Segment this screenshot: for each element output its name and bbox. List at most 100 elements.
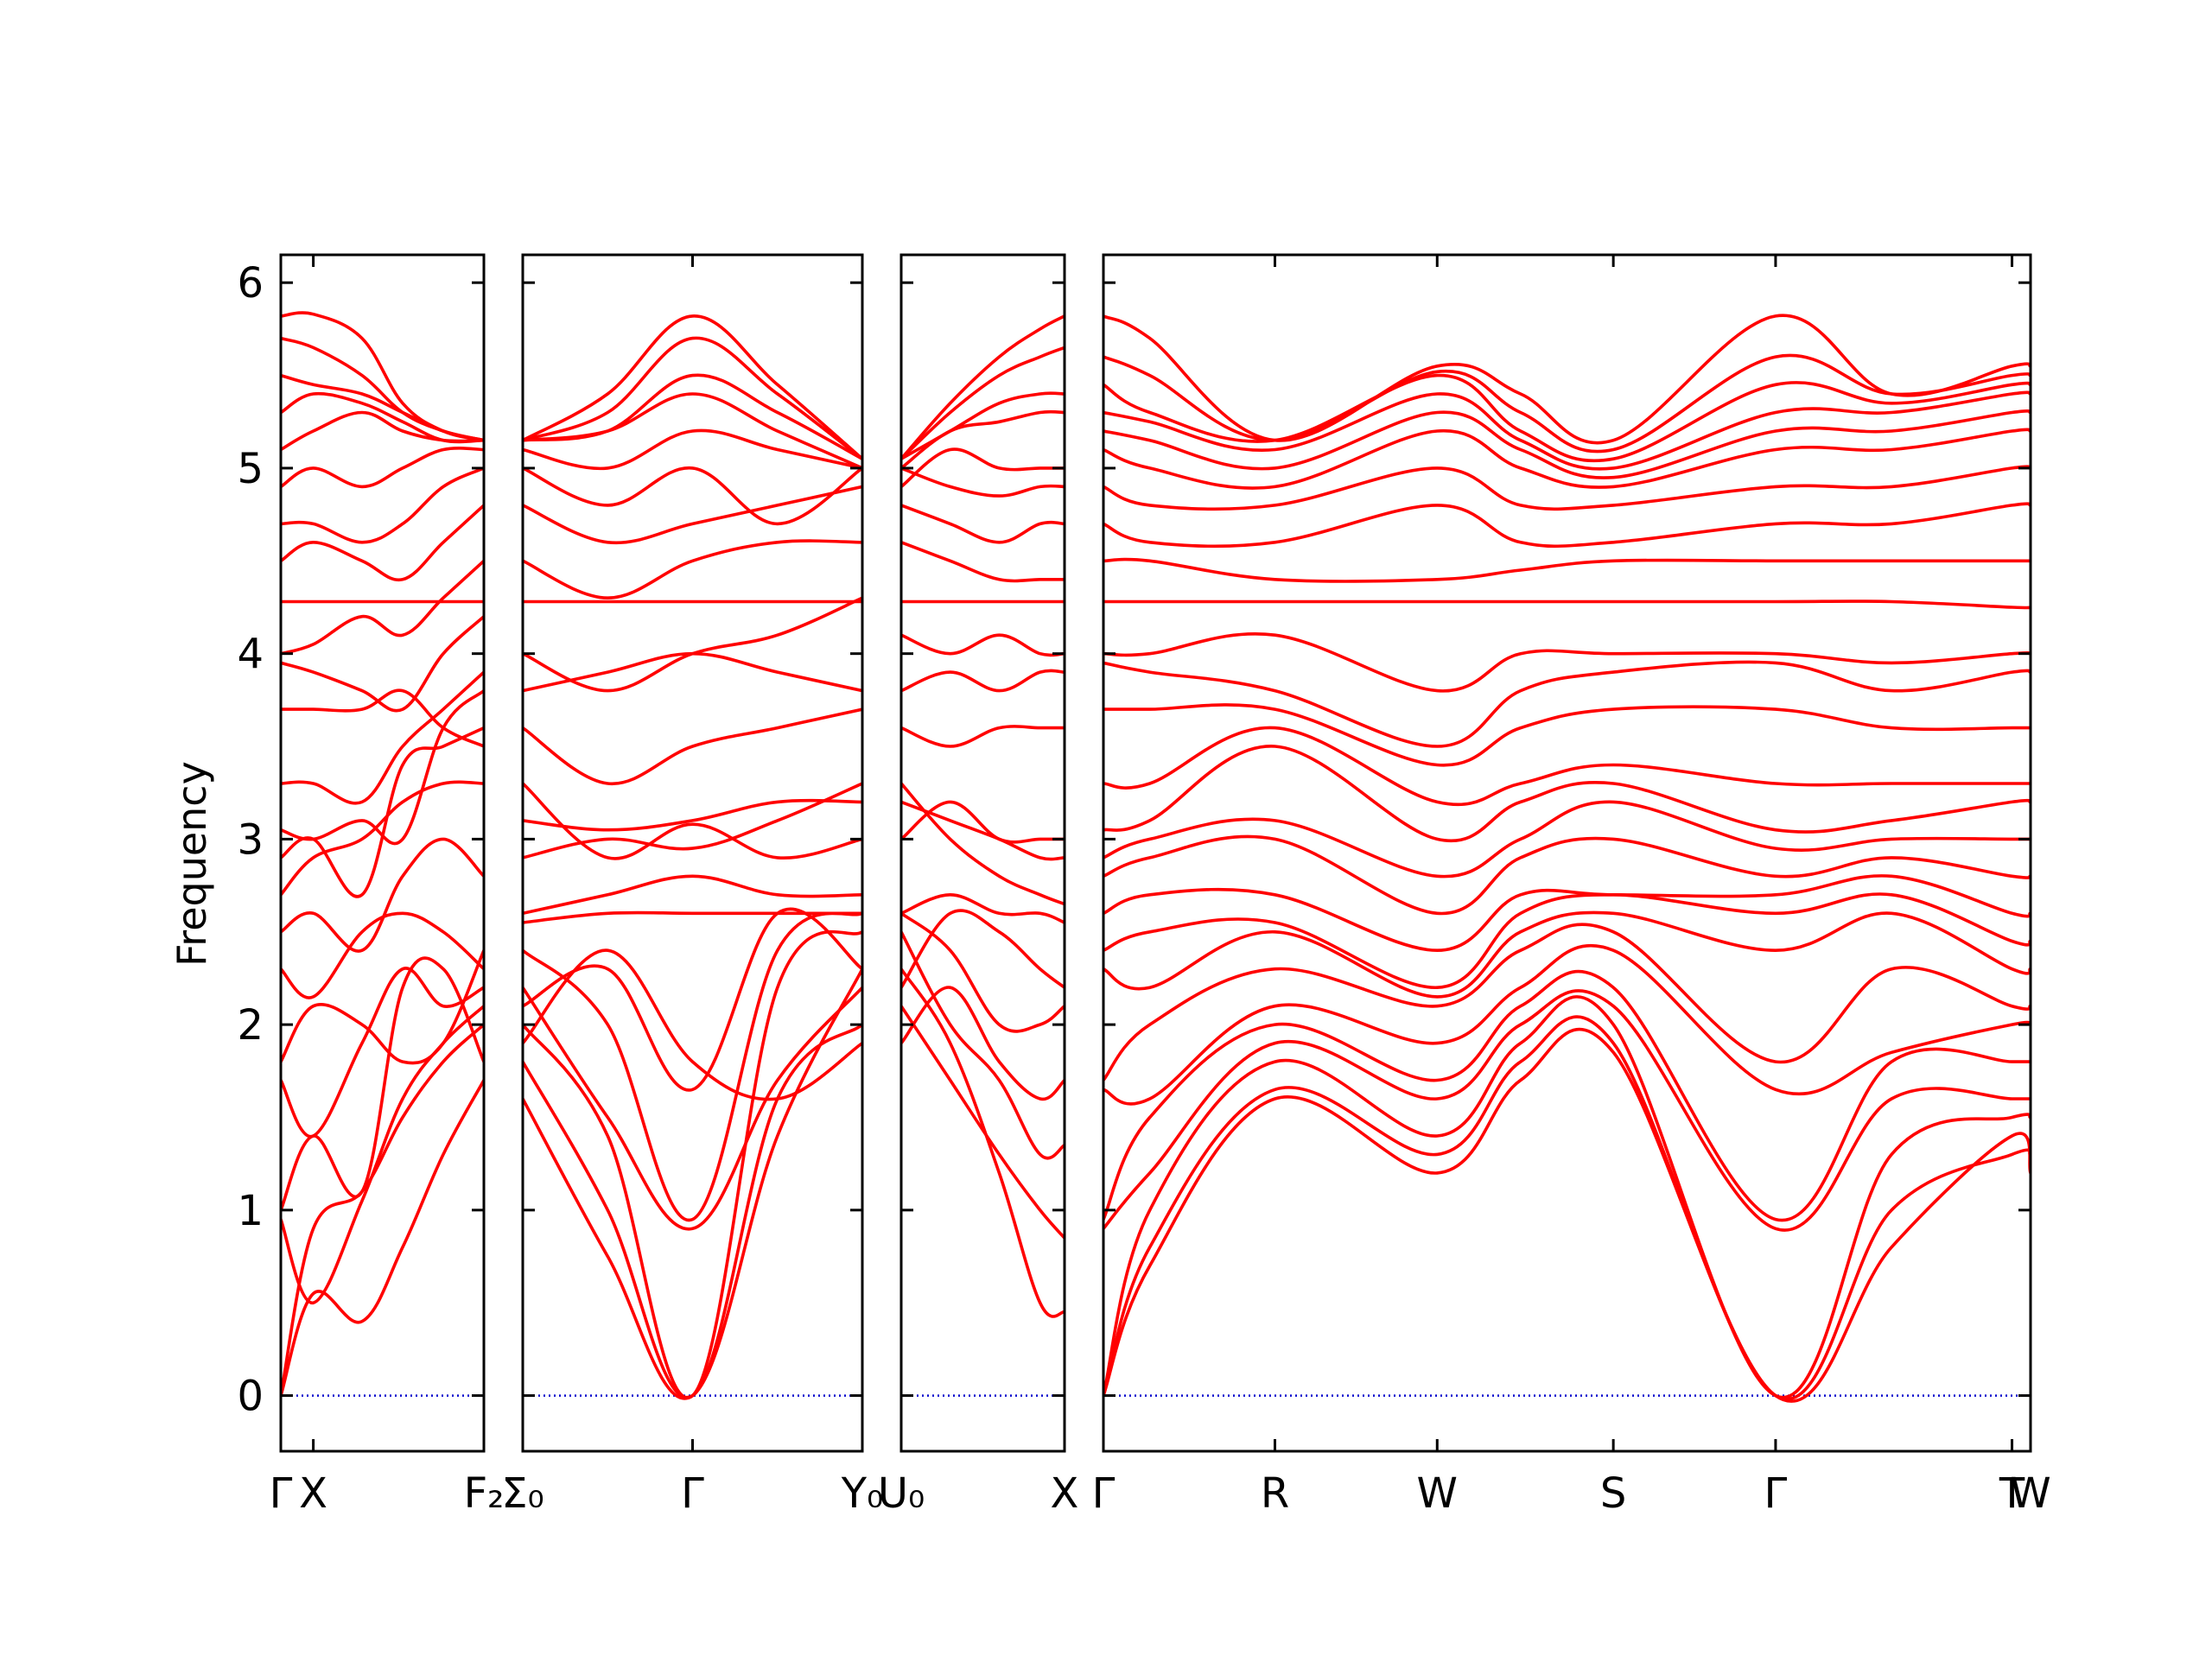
- y-tick-label: 0: [237, 1373, 264, 1421]
- band-line-14: [1103, 726, 2031, 807]
- band-line-11: [901, 725, 1065, 748]
- band-line-2: [281, 1023, 484, 1398]
- band-line-8: [1103, 910, 2031, 999]
- panel-1-frame: [279, 253, 486, 1453]
- band-line-21: [1103, 465, 2031, 511]
- band-line-6: [281, 948, 484, 1065]
- x-tick-label: T: [1999, 1469, 2025, 1518]
- band-line-12: [281, 670, 484, 805]
- band-line-20: [523, 428, 862, 471]
- band-line-14: [523, 651, 862, 693]
- band-line-22: [901, 314, 1065, 460]
- band-line-21: [281, 391, 484, 444]
- band-line-5: [523, 911, 862, 1222]
- band-line-17: [281, 504, 484, 582]
- panel-4: Γ R W S Γ TW: [1092, 253, 2051, 1518]
- y-tick-label: 3: [237, 815, 264, 864]
- band-line-7: [523, 948, 862, 1101]
- x-tick-label: Σ₀: [501, 1469, 544, 1518]
- band-line-27: [1103, 314, 2031, 445]
- band-line-18: [1103, 599, 2031, 610]
- band-line-17: [901, 466, 1065, 498]
- panel-3: U₀ X: [878, 253, 1079, 1518]
- band-line-5: [281, 967, 484, 1139]
- band-line-24: [523, 314, 862, 460]
- x-tick-label: W: [2010, 1469, 2050, 1518]
- band-line-19: [1103, 557, 2031, 583]
- band-line-22: [523, 373, 862, 460]
- band-line-24: [1103, 390, 2031, 471]
- panel-4-frame: [1102, 253, 2032, 1453]
- band-line-2: [901, 1004, 1065, 1240]
- panel-2-bands: [523, 314, 862, 1400]
- band-line-6: [901, 909, 1065, 989]
- band-line-10: [901, 800, 1065, 844]
- band-line-18: [523, 485, 862, 545]
- band-line-1: [1103, 1027, 2031, 1403]
- band-line-4: [901, 986, 1065, 1101]
- x-tick-label: X: [299, 1469, 327, 1518]
- band-line-19: [523, 466, 862, 526]
- x-tick-label: F₂: [464, 1469, 505, 1518]
- panel-1-bands: [281, 311, 484, 1398]
- band-line-13: [523, 707, 862, 785]
- band-line-12: [1103, 800, 2031, 879]
- x-tick-label: X: [1051, 1469, 1079, 1518]
- panel-1: Γ X F₂: [270, 253, 505, 1518]
- x-tick-label: Γ: [270, 1469, 293, 1518]
- band-line-13: [1103, 745, 2031, 843]
- band-line-15: [523, 596, 862, 693]
- band-line-11: [281, 688, 484, 846]
- panel-4-bands: [1103, 314, 2031, 1403]
- band-line-16: [901, 504, 1065, 544]
- band-line-18: [901, 447, 1065, 489]
- band-line-19: [281, 446, 484, 489]
- band-line-23: [281, 336, 484, 442]
- x-tick-label: Γ: [1092, 1469, 1116, 1518]
- y-tick-label: 5: [237, 445, 264, 493]
- band-line-2: [1103, 1015, 2031, 1401]
- band-line-8: [281, 837, 484, 953]
- band-line-3: [901, 930, 1065, 1160]
- band-line-1: [523, 967, 862, 1400]
- band-line-12: [523, 782, 862, 860]
- x-tick-label: W: [1417, 1469, 1458, 1518]
- band-line-3: [1103, 995, 2031, 1399]
- y-tick-label: 1: [237, 1187, 264, 1235]
- band-line-9: [281, 780, 484, 897]
- panel-2: Σ₀ Γ Y₀: [501, 253, 883, 1518]
- band-line-5: [901, 911, 1065, 1033]
- band-line-15: [281, 559, 484, 656]
- band-line-7: [901, 893, 1065, 924]
- band-line-24: [281, 311, 484, 442]
- band-line-15: [1103, 703, 2031, 767]
- band-line-21: [901, 346, 1065, 460]
- band-line-10: [1103, 874, 2031, 952]
- band-line-14: [281, 614, 484, 713]
- x-tick-label: Γ: [1764, 1469, 1788, 1518]
- band-line-1: [281, 1078, 484, 1398]
- band-line-1: [901, 967, 1065, 1318]
- band-line-9: [1103, 892, 2031, 990]
- x-tick-label: Γ: [681, 1469, 704, 1518]
- band-line-6: [1103, 943, 2031, 1106]
- band-line-7: [281, 911, 484, 999]
- band-line-8: [523, 910, 862, 924]
- band-line-8: [901, 782, 1065, 906]
- x-tick-label: R: [1261, 1469, 1289, 1518]
- band-line-10: [523, 782, 862, 860]
- band-line-17: [523, 539, 862, 599]
- x-tick-label: S: [1600, 1469, 1626, 1518]
- y-axis-label: Frequency: [168, 761, 215, 967]
- y-tick-label: 4: [237, 631, 264, 679]
- y-tick-label: 2: [237, 1001, 264, 1050]
- band-line-4: [523, 986, 862, 1231]
- band-line-12: [901, 669, 1065, 693]
- band-line-4: [1103, 989, 2031, 1232]
- band-line-23: [523, 336, 862, 460]
- band-line-17: [1103, 631, 2031, 693]
- y-tick-label: 6: [237, 259, 264, 308]
